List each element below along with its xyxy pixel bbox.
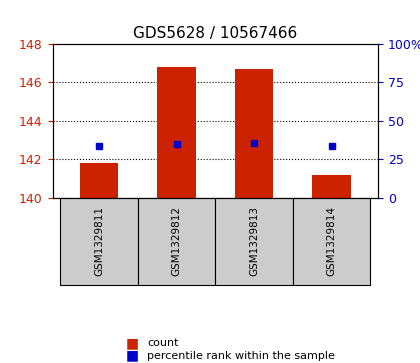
Text: ■: ■	[126, 336, 139, 350]
Text: GSM1329812: GSM1329812	[171, 206, 181, 276]
Title: GDS5628 / 10567466: GDS5628 / 10567466	[133, 26, 297, 41]
Bar	[312, 175, 351, 198]
Bar	[235, 69, 273, 198]
Text: GSM1329814: GSM1329814	[326, 206, 336, 276]
Text: count: count	[147, 338, 178, 348]
Text: percentile rank within the sample: percentile rank within the sample	[147, 351, 335, 361]
Bar	[80, 163, 118, 198]
FancyBboxPatch shape	[60, 198, 138, 285]
Text: ■: ■	[126, 349, 139, 363]
Bar	[157, 67, 196, 198]
Text: GSM1329813: GSM1329813	[249, 206, 259, 276]
FancyBboxPatch shape	[138, 198, 215, 285]
Text: GSM1329811: GSM1329811	[94, 206, 104, 276]
FancyBboxPatch shape	[215, 198, 293, 285]
FancyBboxPatch shape	[293, 198, 370, 285]
